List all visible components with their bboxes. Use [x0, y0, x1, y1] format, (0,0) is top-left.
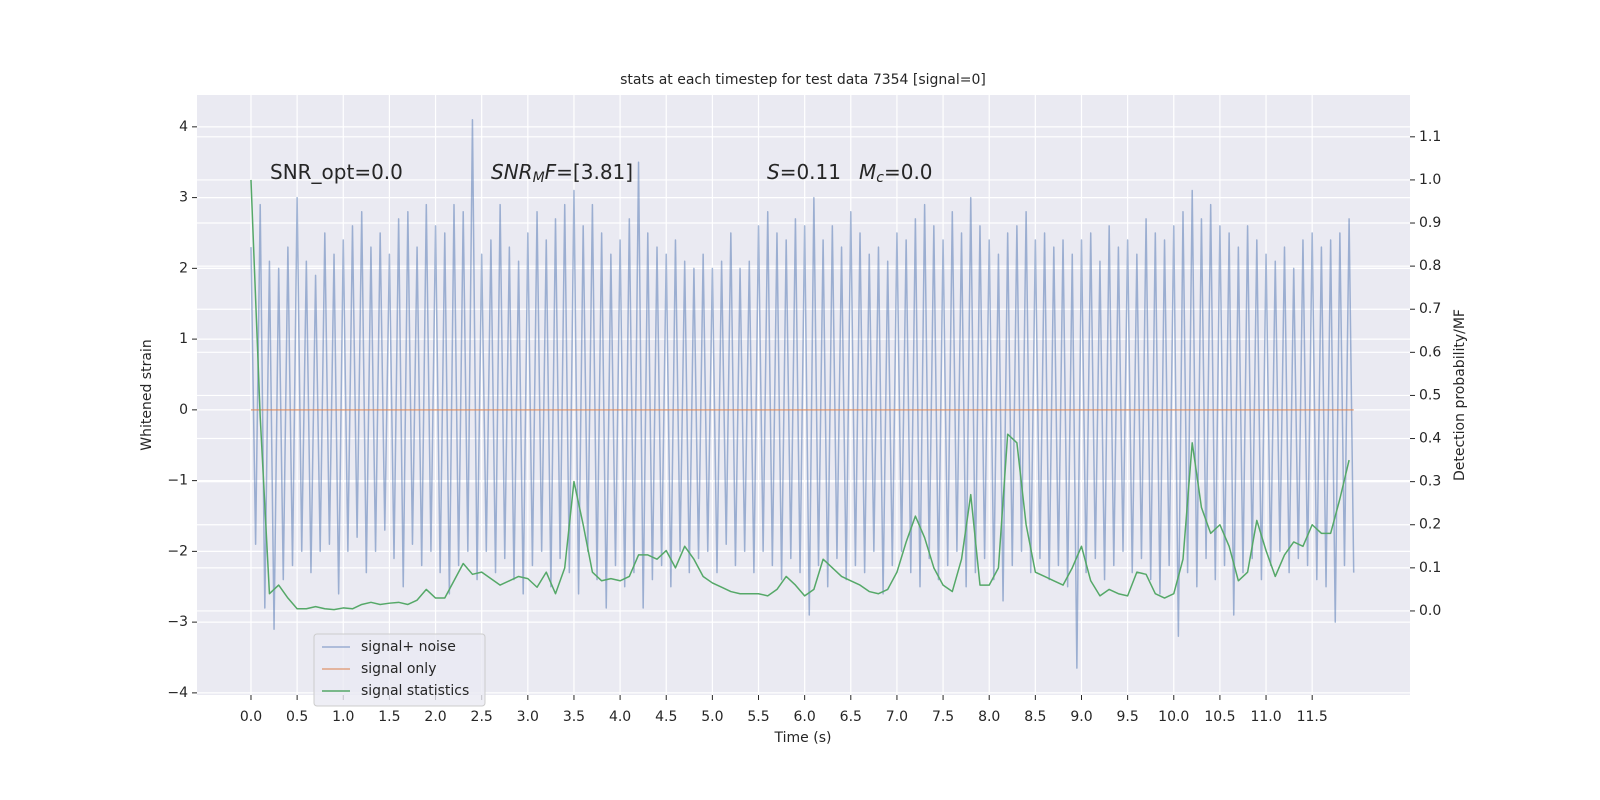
y-tick-label: 2: [179, 260, 188, 276]
legend-label: signal+ noise: [361, 639, 456, 655]
x-tick-label: 11.0: [1250, 709, 1281, 725]
x-tick-label: 0.5: [286, 709, 308, 725]
series-line: [250, 119, 1355, 669]
annotation: SNRMF=[3.81]: [491, 160, 633, 187]
x-tick-label: 0.0: [240, 709, 262, 725]
annotation-part: =0.11: [780, 160, 841, 184]
y-tick-label: 1: [179, 331, 188, 347]
annotation-part: S: [767, 160, 780, 184]
x-tick-label: 7.5: [932, 709, 954, 725]
x-tick-label: 9.5: [1116, 709, 1138, 725]
y2-tick-label: 0.5: [1419, 387, 1441, 403]
x-tick-label: 8.0: [978, 709, 1000, 725]
plot: [250, 119, 1355, 669]
x-tick-label: 5.0: [701, 709, 723, 725]
y-tick-label: 3: [179, 190, 188, 206]
x-tick-label: 8.5: [1024, 709, 1046, 725]
x-tick-label: 2.0: [424, 709, 446, 725]
x-tick-label: 11.5: [1297, 709, 1328, 725]
y-tick-label: −1: [167, 473, 188, 489]
annotation-part: c: [876, 170, 884, 186]
x-tick-label: 3.5: [563, 709, 585, 725]
annotation-part: =0.0: [884, 160, 933, 184]
x-tick-label: 7.0: [886, 709, 908, 725]
annotation: SNR_opt=0.0: [270, 160, 403, 184]
y2-tick-label: 0.7: [1419, 301, 1441, 317]
x-tick-label: 9.0: [1070, 709, 1092, 725]
annotation: S=0.11: [767, 160, 841, 184]
chart-title: stats at each timestep for test data 735…: [620, 72, 986, 88]
y2-tick-label: 0.6: [1419, 344, 1441, 360]
y2-tick-label: 1.1: [1419, 129, 1441, 145]
legend-label: signal only: [361, 661, 436, 677]
x-tick-label: 4.0: [609, 709, 631, 725]
x-tick-label: 1.5: [378, 709, 400, 725]
legend-label: signal statistics: [361, 683, 469, 699]
x-tick-label: 6.5: [840, 709, 862, 725]
annotation-part: M: [533, 170, 545, 186]
y2-tick-label: 0.1: [1419, 560, 1441, 576]
y2-tick-label: 0.8: [1419, 258, 1441, 274]
series-line: [250, 179, 1350, 611]
y-tick-label: 0: [179, 402, 188, 418]
y-tick-label: −2: [167, 543, 188, 559]
annotation-part: M: [859, 160, 876, 184]
annotation-part: SNR: [491, 160, 533, 184]
x-tick-label: 4.5: [655, 709, 677, 725]
y2-tick-label: 1.0: [1419, 172, 1441, 188]
y-tick-label: −3: [167, 614, 188, 630]
x-tick-label: 2.5: [471, 709, 493, 725]
x-tick-label: 10.0: [1158, 709, 1189, 725]
y2-tick-label: 0.0: [1419, 603, 1441, 619]
y-tick-label: 4: [179, 119, 188, 135]
x-tick-label: 3.0: [517, 709, 539, 725]
y2-tick-label: 0.9: [1419, 215, 1441, 231]
y2-tick-label: 0.4: [1419, 431, 1441, 447]
legend: signal+ noise signal only signal statistic…: [313, 633, 486, 707]
annotation-part: F: [545, 160, 557, 184]
x-tick-label: 1.0: [332, 709, 354, 725]
y-axis-label: Whitened strain: [139, 339, 155, 450]
x-tick-label: 5.5: [747, 709, 769, 725]
annotation-part: SNR_opt=0.0: [270, 160, 403, 184]
y2-tick-label: 0.3: [1419, 474, 1441, 490]
y2-tick-label: 0.2: [1419, 517, 1441, 533]
legend-box: [313, 633, 486, 707]
x-tick-label: 10.5: [1204, 709, 1235, 725]
x-tick-label: 6.0: [794, 709, 816, 725]
y2-axis-label: Detection probability/MF: [1452, 309, 1468, 481]
annotation: Mc=0.0: [859, 160, 933, 187]
x-axis-label: Time (s): [774, 730, 832, 746]
annotation-part: =[3.81]: [556, 160, 633, 184]
y-tick-label: −4: [167, 685, 188, 701]
